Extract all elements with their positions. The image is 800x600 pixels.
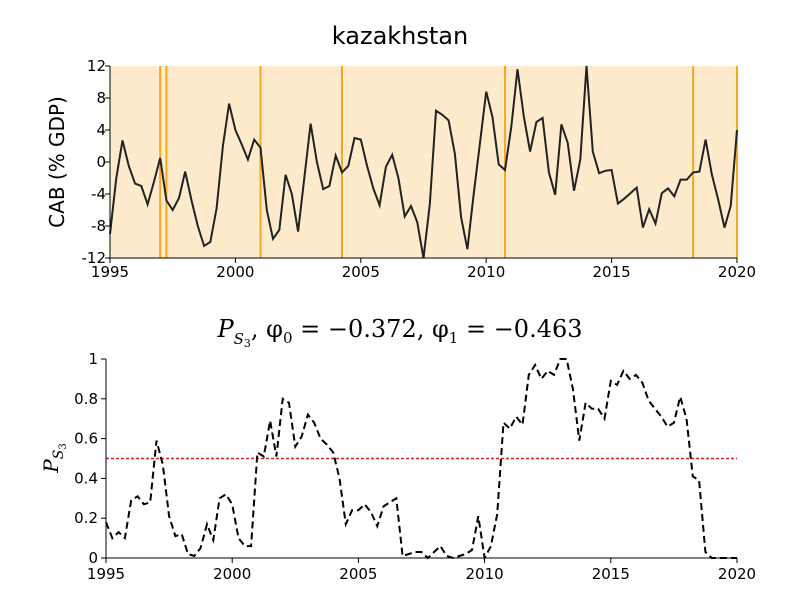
bottom-x-tick-label: 2000 bbox=[213, 565, 251, 583]
top-y-axis-label: CAB (% GDP) bbox=[45, 96, 69, 228]
top-x-tick-label: 2020 bbox=[718, 263, 756, 281]
top-x-tick-label: 2015 bbox=[593, 263, 631, 281]
top-x-tick-label: 2010 bbox=[467, 263, 505, 281]
bottom-x-tick-label: 2010 bbox=[466, 565, 504, 583]
break-lines bbox=[159, 66, 738, 258]
title-p: P bbox=[216, 315, 234, 343]
top-x-tick-label: 1995 bbox=[91, 263, 129, 281]
ylabel-n: 3 bbox=[58, 443, 69, 449]
top-x-tick-label: 2000 bbox=[216, 263, 254, 281]
title-phi0-sub: 0 bbox=[283, 329, 293, 347]
top-plot-background bbox=[110, 66, 737, 258]
title-phi1-sub: 1 bbox=[449, 329, 459, 347]
bottom-x-ticks: 1995 2000 2005 2010 2015 2020 bbox=[87, 558, 756, 583]
bottom-y-tick-label: 1 bbox=[88, 350, 98, 368]
bottom-y-tick-label: 0.4 bbox=[74, 469, 98, 487]
bottom-y-tick-label: 0.2 bbox=[74, 509, 98, 527]
top-x-tick-label: 2005 bbox=[342, 263, 380, 281]
bottom-y-tick-label: 0.8 bbox=[74, 390, 98, 408]
bottom-y-tick-label: 0 bbox=[88, 549, 98, 567]
title-phi0-val: = −0.372, φ bbox=[293, 315, 449, 343]
top-y-ticks: -12 -8 -4 0 4 8 12 bbox=[82, 57, 110, 267]
bottom-chart-title: PS3, φ0 = −0.372, φ1 = −0.463 bbox=[216, 315, 582, 350]
title-s: S bbox=[234, 330, 244, 348]
bottom-y-axis-label: PS3 bbox=[39, 443, 69, 473]
top-y-tick-label: -12 bbox=[82, 249, 107, 267]
bottom-x-tick-label: 1995 bbox=[87, 565, 125, 583]
bottom-x-tick-label: 2005 bbox=[339, 565, 377, 583]
title-phi1-val: = −0.463 bbox=[458, 315, 582, 343]
probability-series-line bbox=[105, 358, 737, 562]
top-y-tick-label: -4 bbox=[91, 185, 106, 203]
top-x-ticks: 1995 2000 2005 2010 2015 2020 bbox=[91, 258, 756, 281]
chart-title: kazakhstan bbox=[332, 22, 468, 50]
ylabel-s: S bbox=[51, 450, 67, 460]
top-y-tick-label: 8 bbox=[96, 89, 106, 107]
top-y-tick-label: -8 bbox=[91, 217, 106, 235]
bottom-y-tick-label: 0.6 bbox=[74, 430, 98, 448]
title-n: 3 bbox=[244, 337, 251, 350]
title-phi0-label: , φ bbox=[251, 315, 283, 343]
top-y-tick-label: 0 bbox=[96, 153, 106, 171]
bottom-x-tick-label: 2020 bbox=[718, 565, 756, 583]
bottom-x-tick-label: 2015 bbox=[592, 565, 630, 583]
ylabel-p: P bbox=[39, 459, 63, 474]
top-y-tick-label: 12 bbox=[87, 57, 106, 75]
bottom-y-ticks: 0 0.2 0.4 0.6 0.8 1 bbox=[74, 350, 106, 567]
top-y-tick-label: 4 bbox=[96, 121, 106, 139]
